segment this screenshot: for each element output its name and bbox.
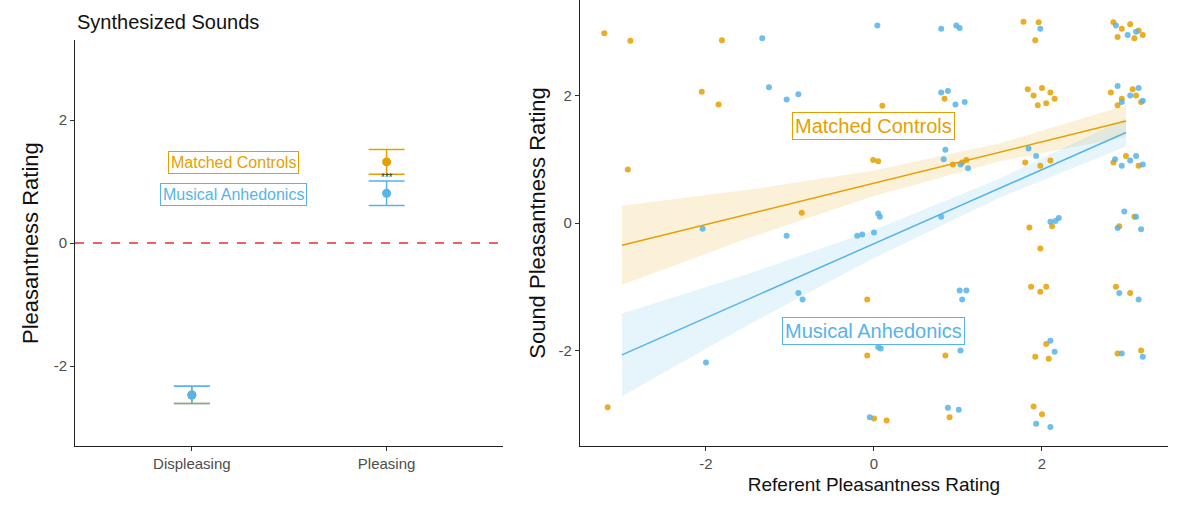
svg-text:-2: -2 [699, 455, 712, 472]
svg-text:Referent Pleasantness Rating: Referent Pleasantness Rating [748, 474, 1000, 495]
svg-text:0: 0 [59, 234, 67, 251]
svg-text:0: 0 [564, 214, 572, 231]
svg-text:Pleasantness Rating: Pleasantness Rating [18, 142, 43, 344]
svg-text:Synthesized Sounds: Synthesized Sounds [77, 11, 259, 33]
svg-text:2: 2 [59, 111, 67, 128]
svg-text:0: 0 [870, 455, 878, 472]
svg-text:Sound Pleasantness Rating: Sound Pleasantness Rating [525, 87, 550, 359]
svg-text:Matched Controls: Matched Controls [171, 154, 296, 171]
svg-text:-2: -2 [54, 357, 67, 374]
svg-text:Displeasing: Displeasing [153, 455, 231, 472]
svg-text:Musical Anhedonics: Musical Anhedonics [163, 186, 304, 203]
svg-text:-2: -2 [559, 342, 572, 359]
svg-text:2: 2 [564, 87, 572, 104]
svg-text:Matched Controls: Matched Controls [795, 115, 952, 137]
svg-text:***: *** [381, 172, 393, 183]
svg-text:Pleasing: Pleasing [358, 455, 416, 472]
svg-text:2: 2 [1038, 455, 1046, 472]
svg-text:Musical Anhedonics: Musical Anhedonics [785, 320, 962, 342]
